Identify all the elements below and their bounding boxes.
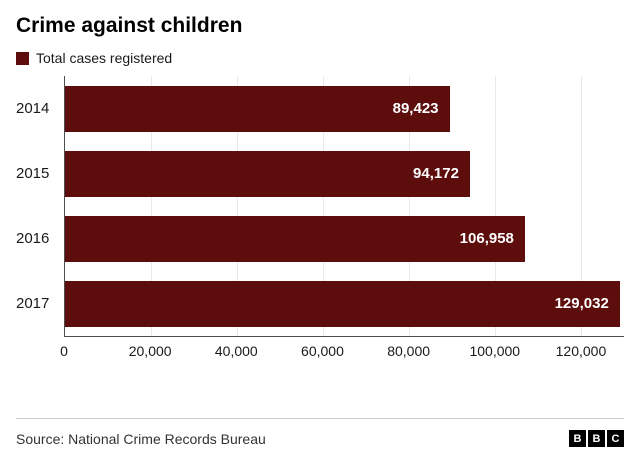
bar-track: 106,958 — [65, 206, 624, 271]
gridline — [237, 76, 238, 336]
y-axis-label: 2015 — [16, 165, 50, 182]
bbc-logo-letter: B — [569, 430, 586, 447]
bbc-logo: B B C — [569, 430, 624, 447]
y-axis: 2014 2015 2016 2017 — [16, 76, 64, 412]
legend-swatch — [16, 51, 29, 65]
gridline — [151, 76, 152, 336]
x-axis-tick-label: 80,000 — [387, 343, 431, 359]
bar-track: 94,172 — [65, 141, 624, 206]
bar-2014: 89,423 — [65, 85, 450, 132]
x-axis-tick-label: 40,000 — [214, 343, 258, 359]
bar-track: 129,032 — [65, 271, 624, 336]
bar-value-label: 94,172 — [413, 165, 459, 182]
bbc-logo-letter: C — [607, 430, 624, 447]
legend-label: Total cases registered — [36, 50, 173, 66]
legend: Total cases registered — [16, 50, 624, 66]
y-axis-label: 2014 — [16, 100, 50, 117]
x-axis-tick-label: 100,000 — [469, 343, 521, 359]
y-axis-label: 2016 — [16, 230, 50, 247]
y-axis-label: 2017 — [16, 295, 50, 312]
bar-value-label: 129,032 — [554, 295, 609, 312]
bar-value-label: 89,423 — [392, 100, 439, 117]
x-axis-tick-label: 120,000 — [555, 343, 607, 359]
bar-track: 89,423 — [65, 76, 624, 141]
gridline — [409, 76, 410, 336]
plot-area: 89,423 94,172 106,958 129,032 — [64, 76, 624, 337]
gridline — [581, 76, 582, 336]
bar-2017: 129,032 — [65, 280, 620, 327]
bar-chart: 2014 2015 2016 2017 89,423 94,172 106,958 129,… — [16, 76, 624, 412]
gridline — [323, 76, 324, 336]
bar-2016: 106,958 — [65, 215, 525, 262]
bar-2015: 94,172 — [65, 150, 470, 197]
x-axis: 0 20,000 40,000 60,000 80,000 100,000 120,000 — [60, 343, 624, 369]
bbc-logo-letter: B — [588, 430, 605, 447]
x-axis-tick-label: 0 — [60, 343, 68, 359]
gridline — [495, 76, 496, 336]
plot-column: 89,423 94,172 106,958 129,032 0 20,000 40,000… — [60, 76, 624, 412]
footer: Source: National Crime Records Bureau B … — [16, 418, 624, 447]
source-credit: Source: National Crime Records Bureau — [16, 430, 266, 447]
x-axis-tick-label: 20,000 — [128, 343, 172, 359]
chart-title: Crime against children — [16, 14, 243, 37]
x-axis-tick-label: 60,000 — [301, 343, 344, 359]
bar-value-label: 106,958 — [459, 230, 514, 247]
